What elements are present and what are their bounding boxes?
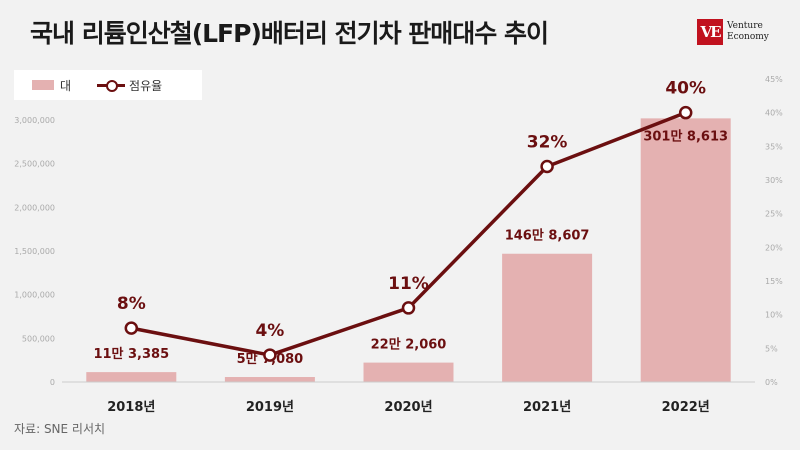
x-tick-label: 2022년 [662, 400, 710, 415]
share-point [124, 321, 139, 335]
y-right-tick-label: 35% [765, 142, 783, 151]
share-point [678, 105, 693, 120]
y-left-tick-label: 1,000,000 [14, 291, 55, 300]
legend-bar-swatch [32, 80, 54, 90]
logo-line-1: Venture [727, 21, 763, 31]
share-data-label: 4% [255, 321, 284, 341]
y-right-tick-label: 20% [765, 243, 783, 252]
y-right-tick-label: 10% [765, 311, 783, 320]
x-tick-label: 2019년 [246, 400, 294, 415]
y-left-tick-label: 2,500,000 [14, 160, 55, 169]
y-right-tick-label: 45% [765, 75, 783, 84]
x-tick-label: 2021년 [523, 400, 571, 415]
share-line [130, 111, 687, 357]
y-right-tick-label: 15% [765, 277, 783, 286]
share-point [263, 348, 277, 362]
y-right-tick-label: 25% [765, 210, 783, 219]
bar-data-label: 11만 3,385 [93, 346, 169, 362]
logo-line-2: Economy [727, 32, 769, 42]
x-tick-label: 2018년 [107, 400, 155, 415]
legend-line-label: 점유율 [129, 78, 163, 93]
source-note: 자료: SNE 리서치 [14, 422, 106, 436]
bar [224, 377, 315, 382]
y-left-tick-label: 2,000,000 [14, 203, 55, 212]
share-point [401, 301, 416, 315]
y-right-tick-label: 30% [765, 176, 783, 185]
chart-legend: 대 점유율 [14, 70, 202, 100]
x-tick-label: 2020년 [384, 400, 432, 415]
y-left-tick-label: 1,500,000 [14, 247, 55, 256]
bar [363, 362, 454, 382]
bar [86, 372, 177, 382]
bar-data-label: 146만 8,607 [505, 228, 590, 244]
logo-mark: VE [697, 19, 723, 45]
y-left-tick-label: 0 [50, 378, 55, 387]
legend-line-swatch [97, 79, 126, 92]
logo-text: Venture Economy [727, 21, 769, 43]
bar-data-label: 301만 8,613 [643, 128, 728, 144]
legend-bar-label: 대 [60, 78, 72, 93]
y-left-tick-label: 3,000,000 [14, 116, 55, 125]
y-right-tick-label: 5% [765, 344, 778, 353]
bar [640, 118, 731, 383]
chart-title: 국내 리튬인산철(LFP)배터리 전기차 판매대수 추이 [30, 19, 549, 48]
share-point [540, 159, 554, 174]
bar [502, 253, 593, 382]
y-left-tick-label: 500,000 [22, 334, 55, 343]
bar-data-label: 22만 2,060 [371, 337, 447, 353]
y-right-tick-label: 0% [765, 378, 778, 387]
share-data-label: 11% [388, 274, 429, 294]
y-right-tick-label: 40% [765, 109, 783, 118]
share-data-label: 8% [117, 294, 146, 314]
share-data-label: 40% [665, 79, 706, 99]
venture-economy-logo: VE Venture Economy [697, 19, 769, 45]
share-data-label: 32% [527, 133, 568, 153]
